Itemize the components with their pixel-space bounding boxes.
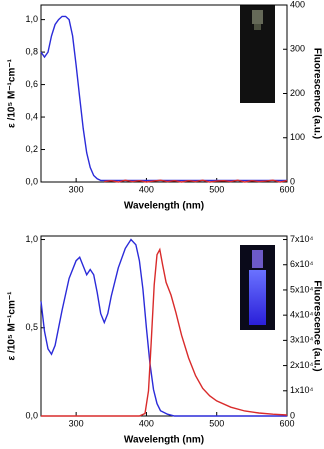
y-tick-label: 0,6 [25,79,38,89]
y-tick-label: 0,0 [25,410,38,420]
y2-tick-label: 6x10⁴ [290,259,314,269]
y-tick-label: 0,8 [25,46,38,56]
y2-tick-label: 100 [290,132,305,142]
inset-photo-bottom [240,245,275,330]
y-tick-label: 1,0 [25,14,38,24]
y2-axis-title: Fluorescence (a.u.) [311,48,322,139]
y2-tick-label: 200 [290,88,305,98]
x-tick-label: 500 [209,184,224,194]
y2-tick-label: 400 [290,0,305,9]
series-line [40,15,287,182]
y-tick-label: 1,0 [25,234,38,244]
y-axis-title: ε /10⁵ M⁻¹cm⁻¹ [7,58,18,128]
series-line [104,179,288,183]
y-tick-label: 0,4 [25,111,38,121]
y2-tick-label: 5x10⁴ [290,284,314,294]
plot-frame [40,235,288,417]
y2-tick-label: 3x10⁴ [290,335,314,345]
x-tick-label: 400 [139,418,154,428]
x-axis-title: Wavelength (nm) [124,435,204,446]
x-tick-label: 300 [69,418,84,428]
x-axis-title: Wavelength (nm) [124,201,204,212]
inset-photo-top [240,5,275,103]
y-axis-title: ε /10⁵ M⁻¹cm⁻¹ [7,291,18,361]
y2-tick-label: 1x10⁴ [290,385,314,395]
y-tick-label: 0,5 [25,322,38,332]
y-tick-label: 0,2 [25,144,38,154]
y-tick-label: 0,0 [25,176,38,186]
y2-tick-label: 4x10⁴ [290,310,314,320]
series-line [41,247,288,417]
x-tick-label: 600 [279,418,294,428]
y2-tick-label: 2x10⁴ [290,360,314,370]
y2-tick-label: 7x10⁴ [290,234,314,244]
y2-tick-label: 0 [290,176,295,186]
y2-tick-label: 300 [290,44,305,54]
series-line [40,238,287,417]
x-tick-label: 500 [209,418,224,428]
y2-axis-title: Fluorescence (a.u.) [311,280,322,371]
x-tick-label: 600 [279,184,294,194]
x-tick-label: 400 [139,184,154,194]
x-tick-label: 300 [69,184,84,194]
y2-tick-label: 0 [290,410,295,420]
